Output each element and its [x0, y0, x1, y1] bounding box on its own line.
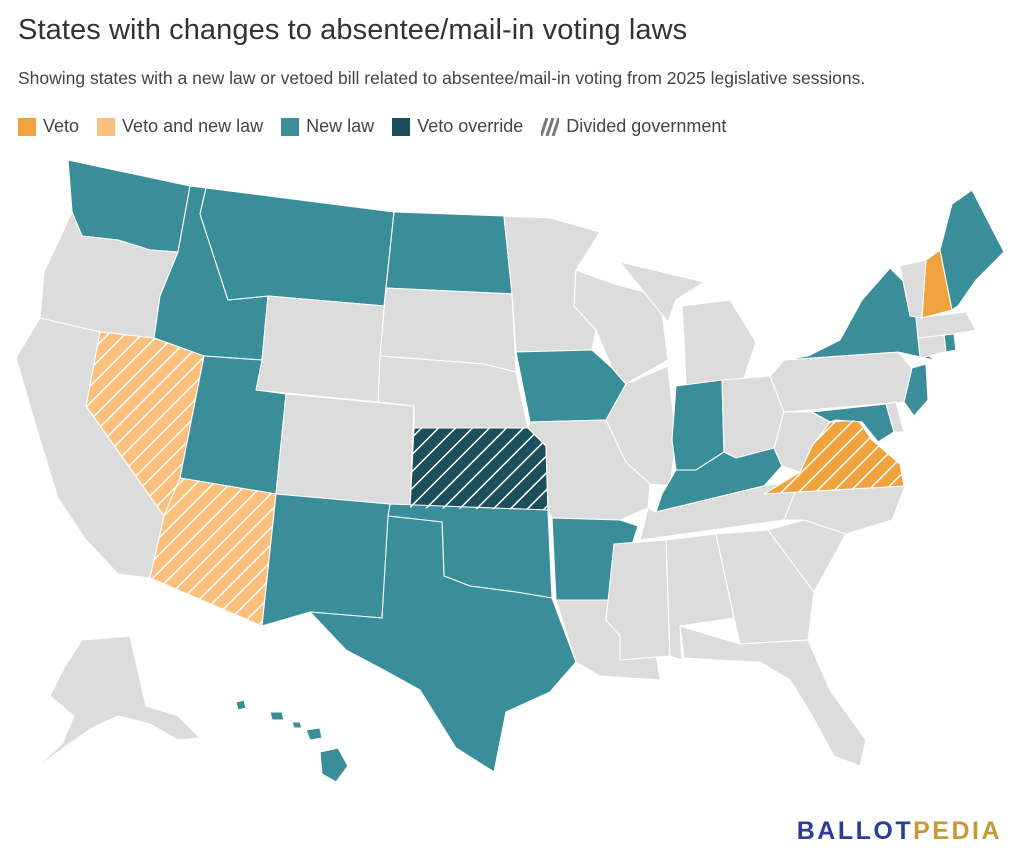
map-subtitle: Showing states with a new law or vetoed … — [18, 68, 866, 88]
map-title: States with changes to absentee/mail-in … — [18, 14, 688, 46]
state-new-mexico — [261, 493, 391, 627]
divided-government-hatching — [86, 332, 904, 626]
state-wyoming — [255, 295, 385, 403]
hatch-va — [764, 420, 904, 494]
legend-swatch-new-law — [281, 117, 300, 136]
state-hawaii — [235, 699, 349, 783]
legend-swatch-veto-override — [392, 117, 411, 136]
state-maine — [939, 189, 1005, 311]
legend-label-veto: Veto — [43, 116, 80, 136]
state-alaska — [33, 635, 201, 771]
legend-item-veto-override: Veto override — [392, 116, 523, 137]
legend: Veto Veto and new law New law Veto overr… — [18, 116, 726, 137]
hatch-az — [150, 478, 276, 626]
state-montana — [199, 187, 395, 307]
logo-text-pedia: PEDIA — [913, 817, 1002, 845]
legend-label-veto-override: Veto override — [417, 116, 524, 136]
legend-item-new-law: New law — [281, 116, 374, 137]
hatch-ks — [410, 428, 548, 510]
state-massachusetts — [915, 311, 977, 339]
legend-swatch-divided-government — [541, 117, 560, 136]
state-colorado — [275, 393, 415, 509]
legend-swatch-veto-and-new-law — [97, 117, 116, 136]
logo-text-ballot: BALLOT — [796, 817, 914, 845]
state-florida — [679, 625, 867, 767]
legend-item-divided-government: Divided government — [541, 116, 726, 137]
state-north-dakota — [385, 211, 513, 295]
legend-label-divided-government: Divided government — [566, 116, 727, 136]
state-rhode-island — [943, 333, 957, 353]
state-new-jersey — [903, 363, 929, 417]
ballotpedia-logo: BALLOTPEDIA — [797, 817, 1002, 846]
us-map — [15, 159, 1005, 783]
state-delaware — [885, 401, 905, 433]
legend-swatch-veto — [18, 117, 36, 136]
state-texas — [309, 515, 577, 773]
state-illinois — [605, 365, 677, 487]
legend-item-veto: Veto — [18, 116, 79, 137]
hatch-nv — [86, 332, 204, 516]
legend-label-new-law: New law — [306, 116, 375, 136]
legend-label-veto-and-new-law: Veto and new law — [122, 116, 264, 136]
legend-item-veto-and-new-law: Veto and new law — [97, 116, 263, 137]
